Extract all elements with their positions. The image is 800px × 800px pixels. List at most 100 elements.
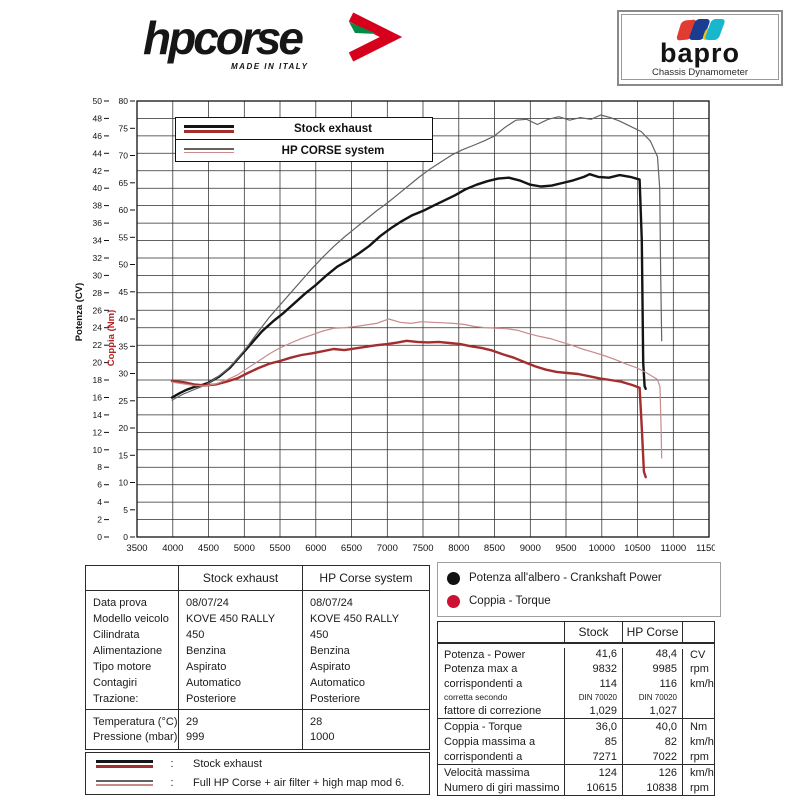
result-stock-value: 41,6 <box>564 648 622 661</box>
spec-label: Tipo motore <box>93 661 152 673</box>
x-tick-label: 7500 <box>412 543 433 554</box>
legend-label-stock: Stock exhaust <box>193 758 263 770</box>
spec-value: Posteriore <box>310 693 361 705</box>
result-hpcorse-value: 40,0 <box>622 719 682 734</box>
exhaust-legend-box: : Stock exhaust : Full HP Corse + air fi… <box>85 752 430 795</box>
result-stock-value: 36,0 <box>564 719 622 734</box>
power-tick-label: 2 <box>97 515 102 525</box>
power-tick-label: 0 <box>97 532 102 542</box>
torque-tick-label: 15 <box>119 450 129 460</box>
env-label: Pressione (mbar) <box>93 731 178 743</box>
curve-2-torque <box>170 339 647 479</box>
hpcorse-power-line-sample <box>96 780 153 782</box>
results-row: Coppia massima a 85 82 km/h <box>438 734 714 749</box>
power-tick-label: 46 <box>93 131 103 141</box>
result-label: Coppia massima a <box>444 735 536 748</box>
power-tick-label: 48 <box>93 113 103 123</box>
power-tick-label: 8 <box>97 462 102 472</box>
result-unit: CV <box>682 649 714 661</box>
result-unit: Nm <box>682 719 714 734</box>
power-tick-label: 10 <box>93 445 103 455</box>
spec-env-section: Temperatura (°C) Pressione (mbar) 29 999… <box>86 709 429 749</box>
env-label: Temperatura (°C) <box>93 716 178 728</box>
result-label: corrispondenti a <box>444 750 523 763</box>
results-row: Numero di giri massimo 10615 10838 rpm <box>438 780 714 795</box>
torque-tick-label: 55 <box>119 232 129 242</box>
vehicle-spec-table: Stock exhaust HP Corse system Data prova… <box>85 565 430 750</box>
env-value: 28 <box>310 716 323 728</box>
stock-torque-line-sample <box>96 765 153 768</box>
spec-label: Trazione: <box>93 693 139 705</box>
result-stock-value: 124 <box>564 765 622 780</box>
results-header-hpcorse: HP Corse <box>622 622 682 642</box>
env-hpcorse-column: 28 1000 <box>302 710 429 749</box>
power-legend-label: Potenza all'albero - Crankshaft Power <box>469 572 662 584</box>
results-header-unit <box>682 622 714 642</box>
x-tick-label: 4500 <box>198 543 219 554</box>
power-tick-label: 20 <box>93 358 103 368</box>
power-tick-label: 38 <box>93 201 103 211</box>
legend-row-stock: : Stock exhaust <box>86 757 429 772</box>
hpcorse-tagline: MADE IN ITALY <box>231 62 308 71</box>
spec-value: Benzina <box>310 645 350 657</box>
hpcorse-torque-line-sample <box>96 784 153 786</box>
results-row: Potenza - Power 41,6 48,4 CV <box>438 644 714 661</box>
torque-tick-label: 20 <box>119 423 129 433</box>
power-tick-label: 22 <box>93 340 103 350</box>
torque-tick-label: 5 <box>123 505 128 515</box>
x-tick-label: 9000 <box>520 543 541 554</box>
hpcorse-logo-text: hpcorse <box>143 12 303 64</box>
x-tick-label: 8000 <box>448 543 469 554</box>
spec-header-empty <box>86 566 178 591</box>
spec-labels-column: Data prova Modello veicolo Cilindrata Al… <box>86 591 178 709</box>
x-tick-label: 4000 <box>162 543 183 554</box>
result-stock-value: 9832 <box>564 661 622 676</box>
result-hpcorse-value: 7022 <box>622 749 682 764</box>
bapro-tagline: Chassis Dynamometer <box>651 67 749 78</box>
chart-legend: Stock exhaust HP CORSE system <box>175 117 433 162</box>
curve-0-power <box>170 172 647 399</box>
result-unit: rpm <box>682 661 714 676</box>
results-header-stock: Stock <box>564 622 622 642</box>
curve-1-power <box>171 114 663 401</box>
chart-legend-item-stock: Stock exhaust <box>176 118 432 139</box>
power-tick-label: 26 <box>93 305 103 315</box>
result-unit: km/h <box>682 734 714 749</box>
x-tick-label: 6500 <box>341 543 362 554</box>
legend-separator: : <box>170 777 174 789</box>
result-label: Potenza max a <box>444 662 518 675</box>
power-dot-icon <box>447 571 460 585</box>
bapro-shapes-icon <box>675 18 726 41</box>
legend-row-torque: Coppia - Torque <box>438 592 720 610</box>
spec-label: Modello veicolo <box>93 613 169 625</box>
torque-tick-label: 30 <box>119 369 129 379</box>
legend-row-power: Potenza all'albero - Crankshaft Power <box>438 569 720 587</box>
result-unit: km/h <box>682 765 714 780</box>
spec-value: 08/07/24 <box>310 597 353 609</box>
result-hpcorse-value: 1,027 <box>622 703 682 718</box>
result-label: fattore di correzione <box>444 704 542 717</box>
dyno-chart: 3500 4000 4500 5000 5500 6000 6500 7000 7500 8000… <box>74 95 722 570</box>
plot-border <box>136 100 710 538</box>
torque-tick-label: 45 <box>119 287 129 297</box>
chart-legend-label-hpcorse: HP CORSE system <box>281 144 385 157</box>
torque-axis-title: Coppia (Nm) <box>106 310 117 366</box>
stock-line-swatch <box>96 760 153 768</box>
power-tick-label: 4 <box>97 497 102 507</box>
result-hpcorse-value: DIN 70020 <box>622 691 682 703</box>
power-tick-label: 24 <box>93 323 103 333</box>
results-row: corrispondenti a 114 116 km/h <box>438 676 714 691</box>
spec-value: KOVE 450 RALLY <box>186 613 276 625</box>
result-unit: rpm <box>682 780 714 795</box>
result-stock-value: 85 <box>564 734 622 749</box>
result-label: corrispondenti a <box>444 677 523 690</box>
spec-value: 08/07/24 <box>186 597 229 609</box>
x-tick-label: 10500 <box>624 543 650 554</box>
x-tick-label: 8500 <box>484 543 505 554</box>
power-axis-title: Potenza (CV) <box>75 283 85 342</box>
power-tick-label: 36 <box>93 218 103 228</box>
torque-tick-label: 25 <box>119 396 129 406</box>
hpcorse-logo: hpcorse MADE IN ITALY <box>143 12 403 71</box>
torque-tick-label: 35 <box>119 341 129 351</box>
result-unit: rpm <box>682 749 714 764</box>
